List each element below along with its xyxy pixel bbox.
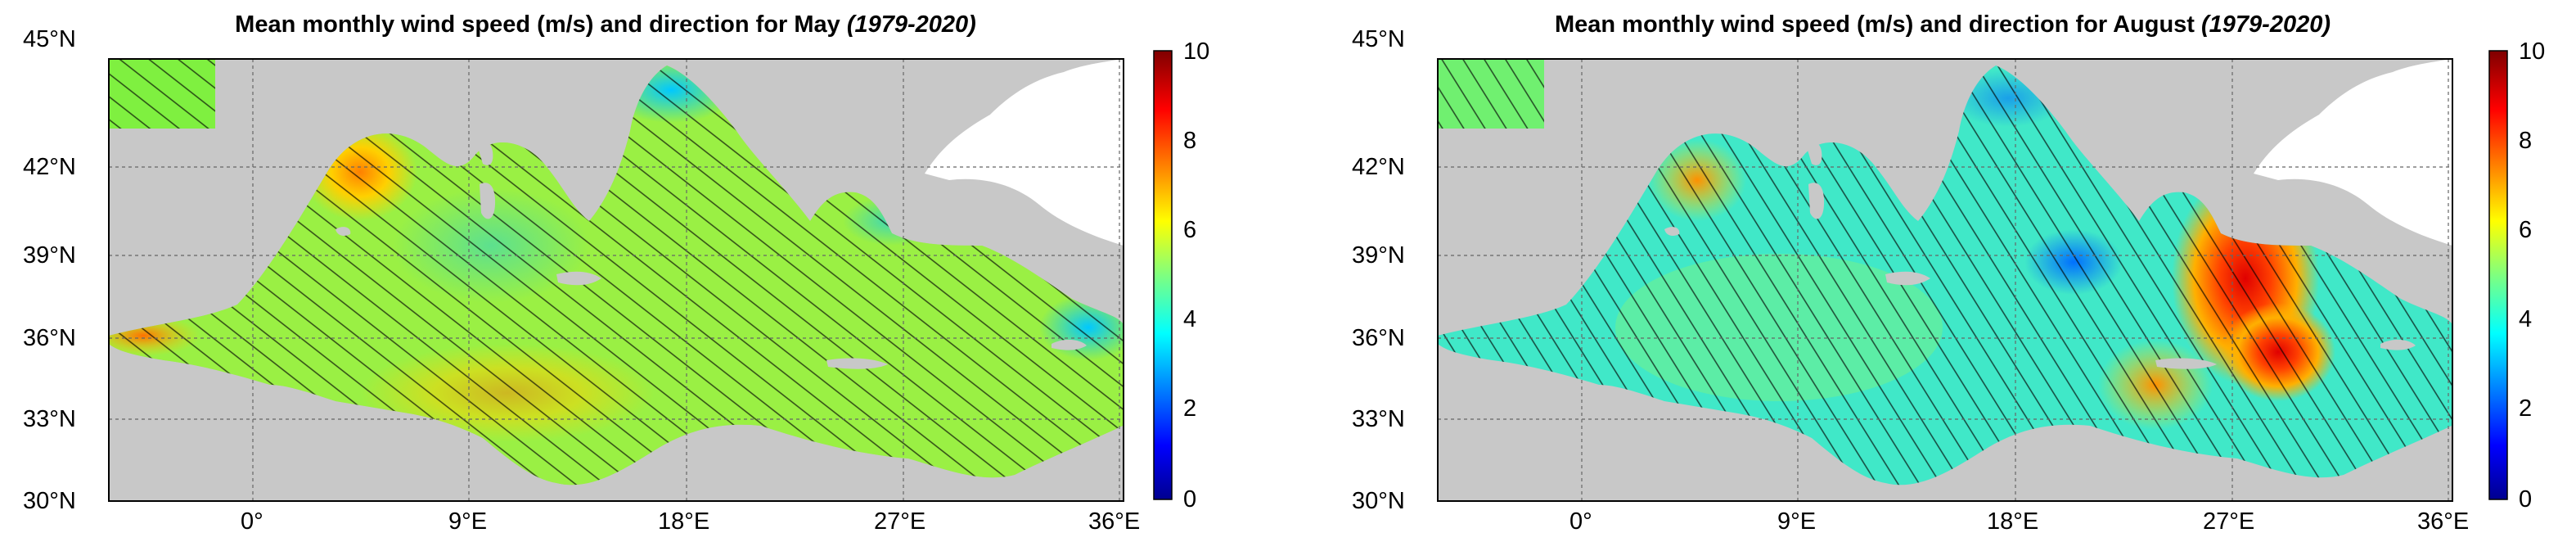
sardinia (480, 183, 496, 219)
map-canvas (108, 50, 1173, 502)
lon-label: 0° (241, 508, 263, 535)
lat-label: 30°N (23, 488, 76, 514)
title-main: Mean monthly wind speed (m/s) and direct… (235, 11, 840, 38)
map-canvas (1437, 50, 2508, 502)
lon-label: 18°E (1987, 508, 2039, 535)
colorbar-label: 0 (1183, 486, 1197, 513)
balearic (1664, 227, 1680, 236)
lon-label: 27°E (874, 508, 926, 535)
lat-label: 39°N (1352, 242, 1405, 269)
sardinia (1808, 183, 1825, 219)
map-title: Mean monthly wind speed (m/s) and direct… (1353, 8, 2532, 41)
map-panel-may: Mean monthly wind speed (m/s) and direct… (23, 8, 1210, 535)
lat-label: 33°N (23, 406, 76, 432)
balearic (336, 227, 351, 236)
cyprus (1052, 339, 1087, 350)
colorbar-label: 6 (1183, 217, 1197, 243)
lat-label: 42°N (1352, 154, 1405, 180)
colorbar-label: 0 (2519, 486, 2533, 513)
title-period: (1979-2020) (2201, 11, 2331, 38)
lat-label: 30°N (1352, 488, 1405, 514)
lat-label: 39°N (23, 242, 76, 269)
lon-label: 9°E (448, 508, 488, 535)
map-panel-august: Mean monthly wind speed (m/s) and direct… (1288, 0, 2576, 560)
corsica (478, 142, 493, 165)
lon-label: 36°E (2417, 508, 2470, 535)
lat-label: 45°N (1352, 26, 1405, 52)
graticule (109, 59, 1124, 501)
crete (826, 358, 888, 369)
colorbar-label: 2 (2519, 395, 2533, 422)
lon-label: 0° (1569, 508, 1592, 535)
colorbar-label: 4 (1183, 306, 1197, 332)
colorbar-label: 4 (2519, 306, 2533, 332)
lon-label: 36°E (1088, 508, 1141, 535)
lon-label: 18°E (658, 508, 710, 535)
colorbar-label: 2 (1183, 395, 1197, 422)
map-frame (1437, 58, 2453, 502)
lat-label: 36°N (1352, 325, 1405, 351)
colorbar (1153, 50, 1173, 500)
colorbar-label: 10 (1183, 38, 1210, 65)
colorbar-label: 6 (2519, 217, 2533, 243)
sicily (1885, 271, 1930, 286)
title-main: Mean monthly wind speed (m/s) and direct… (1554, 11, 2195, 38)
black-sea-blank (925, 59, 1124, 246)
colorbar-label: 10 (2519, 38, 2546, 65)
sicily (556, 271, 601, 286)
graticule (1438, 59, 2452, 501)
colorbar-label: 8 (2519, 128, 2533, 154)
colorbar-label: 8 (1183, 128, 1197, 154)
lat-label: 45°N (23, 26, 76, 52)
lat-label: 42°N (23, 154, 76, 180)
lon-label: 9°E (1777, 508, 1817, 535)
cyprus (2380, 339, 2416, 350)
lat-label: 36°N (23, 325, 76, 351)
lat-label: 33°N (1352, 406, 1405, 432)
title-period: (1979-2020) (846, 11, 976, 38)
lon-label: 27°E (2203, 508, 2255, 535)
map-frame (108, 58, 1124, 502)
colorbar (2488, 50, 2508, 500)
corsica (1807, 142, 1822, 165)
crete (2155, 358, 2217, 369)
map-title: Mean monthly wind speed (m/s) and direct… (49, 8, 1162, 41)
black-sea-blank (2254, 59, 2452, 246)
